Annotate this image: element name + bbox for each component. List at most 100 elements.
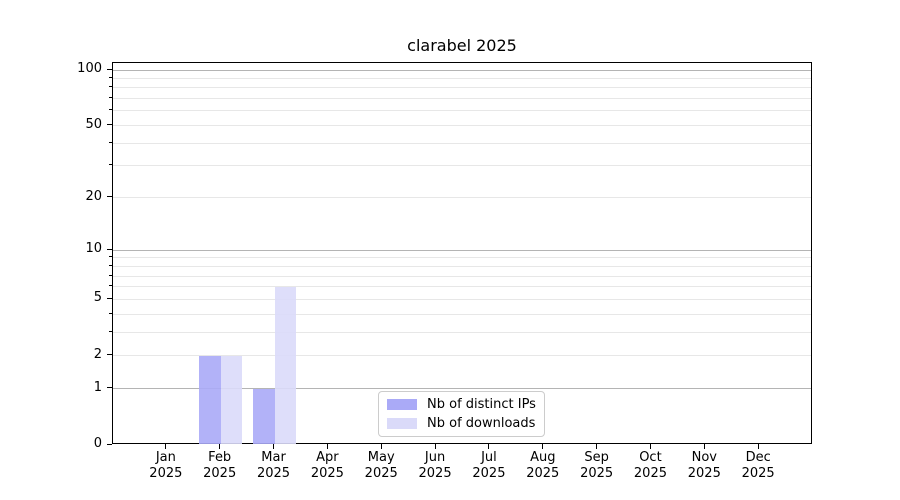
y-tick-mark xyxy=(107,387,112,389)
minor-gridline xyxy=(113,331,811,333)
y-minor-tick-mark xyxy=(109,164,112,166)
minor-gridline xyxy=(113,77,811,79)
minor-gridline xyxy=(113,355,811,357)
x-tick-month: Oct xyxy=(639,450,662,465)
y-minor-tick-mark xyxy=(109,264,112,266)
x-tick-label: Feb 2025 xyxy=(188,450,252,482)
bar-nb-of-downloads-mar xyxy=(274,286,297,444)
y-tick-mark xyxy=(107,68,112,70)
y-minor-tick-mark xyxy=(109,86,112,88)
x-tick-year: 2025 xyxy=(203,466,237,481)
y-tick-label: 5 xyxy=(93,290,102,306)
plot-area xyxy=(112,62,812,444)
x-tick-year: 2025 xyxy=(526,466,560,481)
x-tick-year: 2025 xyxy=(633,466,667,481)
minor-gridline xyxy=(113,313,811,315)
chart-title: clarabel 2025 xyxy=(407,36,517,55)
y-tick-mark xyxy=(107,248,112,250)
x-tick-year: 2025 xyxy=(741,466,775,481)
x-tick-year: 2025 xyxy=(418,466,452,481)
bar-nb-of-distinct-ips-mar xyxy=(253,388,275,444)
x-tick-mark xyxy=(596,444,598,449)
x-tick-month: Aug xyxy=(530,450,556,465)
y-tick-label: 10 xyxy=(85,241,102,257)
x-tick-month: Nov xyxy=(691,450,717,465)
y-minor-tick-mark xyxy=(109,76,112,78)
x-tick-label: Sep 2025 xyxy=(565,450,629,482)
x-tick-month: Mar xyxy=(261,450,286,465)
x-tick-label: Mar 2025 xyxy=(242,450,306,482)
minor-gridline xyxy=(113,286,811,288)
x-tick-month: Apr xyxy=(316,450,339,465)
x-tick-label: Dec 2025 xyxy=(726,450,790,482)
y-minor-tick-mark xyxy=(109,285,112,287)
x-tick-year: 2025 xyxy=(580,466,614,481)
y-minor-tick-mark xyxy=(109,109,112,111)
x-tick-month: Sep xyxy=(584,450,609,465)
y-minor-tick-mark xyxy=(109,97,112,99)
minor-gridline xyxy=(113,125,811,127)
legend-row-downloads: Nb of downloads xyxy=(387,416,536,431)
y-tick-mark xyxy=(107,124,112,126)
x-tick-month: Jan xyxy=(155,450,176,465)
x-tick-mark xyxy=(703,444,705,449)
legend-label-distinct-ips: Nb of distinct IPs xyxy=(427,397,536,412)
legend: Nb of distinct IPs Nb of downloads xyxy=(378,391,545,437)
x-tick-mark xyxy=(434,444,436,449)
minor-gridline xyxy=(113,98,811,100)
y-minor-tick-mark xyxy=(109,274,112,276)
x-tick-year: 2025 xyxy=(256,466,291,481)
y-tick-label: 1 xyxy=(93,379,102,395)
minor-gridline xyxy=(113,298,811,300)
y-tick-label: 2 xyxy=(93,346,102,362)
x-tick-mark xyxy=(326,444,328,449)
x-tick-mark xyxy=(273,444,275,449)
x-tick-mark xyxy=(542,444,544,449)
x-tick-label: Aug 2025 xyxy=(511,450,575,482)
minor-gridline xyxy=(113,87,811,89)
x-tick-mark xyxy=(165,444,167,449)
x-tick-label: Apr 2025 xyxy=(295,450,359,482)
minor-gridline xyxy=(113,275,811,277)
major-gridline xyxy=(113,388,811,390)
minor-gridline xyxy=(113,110,811,112)
y-tick-label: 0 xyxy=(93,436,102,451)
x-tick-year: 2025 xyxy=(472,466,506,481)
major-gridline xyxy=(113,249,811,251)
y-tick-label: 20 xyxy=(85,188,102,204)
x-tick-mark xyxy=(649,444,651,449)
legend-row-distinct-ips: Nb of distinct IPs xyxy=(387,397,536,412)
y-tick-mark xyxy=(107,297,112,299)
minor-gridline xyxy=(113,197,811,199)
legend-swatch-downloads xyxy=(387,418,417,429)
x-tick-label: May 2025 xyxy=(349,450,413,482)
x-tick-mark xyxy=(380,444,382,449)
x-tick-year: 2025 xyxy=(310,466,344,481)
x-tick-mark xyxy=(219,444,221,449)
y-tick-label: 100 xyxy=(77,61,102,76)
legend-swatch-distinct-ips xyxy=(387,399,417,410)
y-minor-tick-mark xyxy=(109,330,112,332)
x-tick-label: Jul 2025 xyxy=(457,450,521,482)
minor-gridline xyxy=(113,257,811,259)
x-tick-month: Feb xyxy=(208,450,232,465)
x-tick-month: Dec xyxy=(745,450,771,465)
x-tick-label: Nov 2025 xyxy=(672,450,736,482)
minor-gridline xyxy=(113,165,811,167)
major-gridline xyxy=(113,69,811,71)
x-tick-month: Jun xyxy=(424,450,446,465)
x-tick-year: 2025 xyxy=(149,466,183,481)
x-tick-month: May xyxy=(367,450,395,465)
y-minor-tick-mark xyxy=(109,141,112,143)
bar-nb-of-distinct-ips-feb xyxy=(199,355,221,444)
x-tick-mark xyxy=(488,444,490,449)
y-minor-tick-mark xyxy=(109,312,112,314)
x-tick-mark xyxy=(757,444,759,449)
y-tick-mark xyxy=(107,354,112,356)
x-tick-year: 2025 xyxy=(364,466,398,481)
legend-label-downloads: Nb of downloads xyxy=(427,416,536,431)
y-tick-mark xyxy=(107,196,112,198)
y-tick-label: 50 xyxy=(85,116,102,132)
minor-gridline xyxy=(113,142,811,144)
